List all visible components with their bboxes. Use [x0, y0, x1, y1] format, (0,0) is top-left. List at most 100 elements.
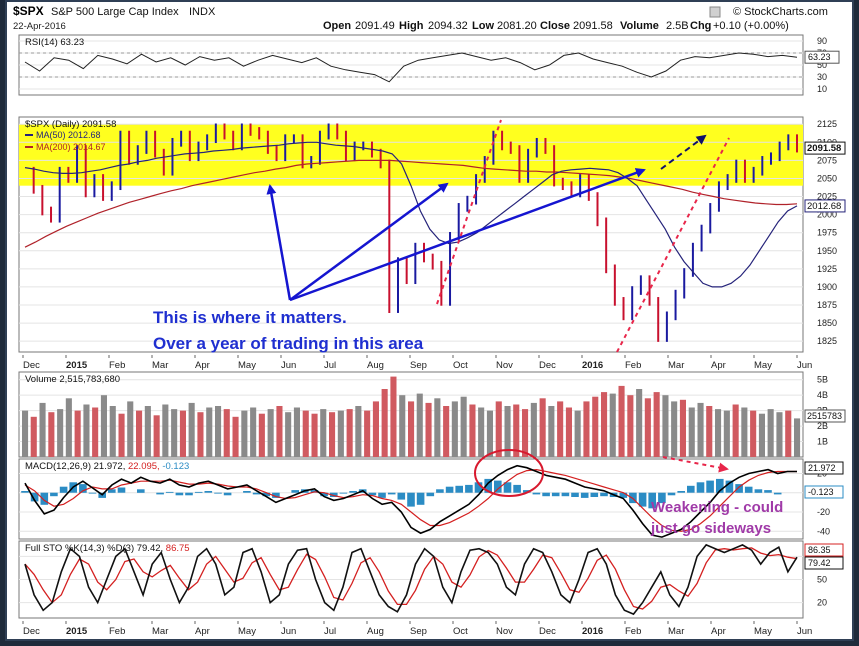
header-chg-label: Chg	[690, 20, 711, 32]
macd-hist-bar	[773, 492, 782, 495]
volume-bar	[48, 412, 55, 457]
volume-bar	[109, 406, 116, 457]
stoch-k-line	[24, 543, 798, 616]
month-label: 2015	[66, 626, 88, 637]
month-label: Sep	[410, 626, 427, 637]
y-tick-label: 1900	[817, 282, 837, 292]
volume-bar	[530, 402, 537, 457]
macd-last-value: 21.972	[808, 463, 836, 473]
macd-hist-bar	[50, 492, 58, 497]
macd-hist-bar	[658, 492, 666, 504]
volume-bar	[574, 410, 581, 457]
macd-hist-bar	[706, 480, 714, 493]
volume-last-box	[804, 409, 846, 423]
macd-hist-bar	[619, 492, 628, 498]
macd-hist-bar	[532, 492, 541, 495]
trendline-red-2	[616, 137, 730, 353]
volume-bar	[293, 407, 300, 457]
header-symbol: $SPX	[13, 4, 44, 18]
y-tick-label: 1B	[817, 437, 828, 447]
volume-bar	[276, 406, 283, 457]
month-label: May	[754, 626, 772, 637]
y-tick-label: 1825	[817, 336, 837, 346]
macd-hist-bar	[513, 484, 521, 493]
macd-hist-bar	[580, 492, 589, 498]
month-label: Dec	[23, 360, 40, 371]
volume-bar	[399, 395, 406, 457]
macd-hist-bar	[252, 492, 261, 495]
month-label: Mar	[668, 626, 684, 637]
month-label: Nov	[496, 360, 513, 371]
stock-chart: $SPX S&P 500 Large Cap Index INDX © Stoc…	[13, 4, 846, 637]
volume-bar	[644, 398, 651, 457]
macd-hist-bar	[696, 482, 705, 493]
month-label: Jul	[324, 360, 336, 371]
macd-hist-bar	[764, 490, 772, 493]
volume-bar	[618, 385, 625, 457]
volume-bar	[653, 392, 660, 457]
y-tick-label: 1950	[817, 246, 837, 256]
volume-bar	[320, 409, 327, 457]
macd-hist-bar	[542, 492, 550, 497]
volume-bar	[548, 406, 555, 457]
macd-hist-bar	[571, 492, 579, 497]
macd-arrow	[662, 456, 729, 473]
volume-bar	[785, 410, 792, 457]
volume-bar	[258, 413, 265, 457]
month-label: Feb	[109, 626, 125, 637]
macd-hist-bar	[378, 492, 386, 498]
macd-line	[24, 464, 797, 538]
volume-bar	[434, 398, 441, 457]
macd-hist-bar	[523, 490, 531, 493]
header-close: 2091.58	[573, 20, 613, 32]
volume-bar	[609, 393, 616, 457]
volume-bar	[794, 418, 801, 457]
volume-bar	[583, 401, 590, 457]
volume-bar	[311, 413, 318, 457]
volume-bar	[741, 407, 748, 457]
volume-bar	[592, 396, 599, 457]
volume-bar	[776, 412, 783, 457]
volume-bar	[57, 409, 64, 457]
volume-bar	[443, 406, 450, 457]
trendline-red-1	[436, 119, 502, 305]
macd-hist-bar	[79, 484, 87, 493]
volume-bar	[706, 406, 713, 457]
rsi-last-box	[804, 50, 840, 64]
macd-hist-bar	[716, 478, 724, 493]
header-volume: 2.5B	[666, 20, 689, 32]
volume-bar	[557, 401, 564, 457]
stoch-label: Full STO %K(14,3) %D(3) 79.42, 86.75	[25, 543, 190, 554]
header-low: 2081.20	[497, 20, 537, 32]
brand-gear-icon[interactable]	[709, 6, 721, 18]
macd-hist-bar	[88, 492, 97, 494]
macd-hist-bar	[600, 492, 608, 497]
volume-bar	[30, 416, 37, 457]
volume-bar	[346, 409, 353, 457]
y-tick-label: 1850	[817, 318, 837, 328]
volume-bar	[241, 410, 248, 457]
volume-bar	[451, 401, 458, 457]
macd-hist-bar	[445, 486, 454, 493]
month-label: May	[754, 360, 772, 371]
annotation-arrow-middle	[289, 182, 449, 302]
macd-hist-bar	[291, 490, 299, 493]
volume-bar	[495, 401, 502, 457]
macd-label: MACD(12,26,9) 21.972, 22.095, -0.123	[25, 461, 189, 472]
month-label: Feb	[625, 626, 641, 637]
macd-annotation-line1: Weakening - could	[651, 499, 783, 516]
price-label: $SPX (Daily) 2091.58	[25, 119, 116, 130]
stoch-d-last-box	[804, 543, 844, 557]
month-label: Jun	[797, 626, 812, 637]
volume-bar	[92, 407, 99, 457]
month-label: Oct	[453, 360, 468, 371]
stoch-d-last-value: 86.35	[808, 545, 831, 555]
ma200-line	[24, 159, 798, 248]
y-tick-label: 5B	[817, 375, 828, 385]
volume-bar	[671, 401, 678, 457]
macd-hist-last-value: -0.123	[808, 487, 834, 497]
month-label: Sep	[410, 360, 427, 371]
macd-hist-bar	[436, 489, 444, 493]
macd-hist-bar	[397, 492, 406, 500]
volume-bar	[688, 407, 695, 457]
